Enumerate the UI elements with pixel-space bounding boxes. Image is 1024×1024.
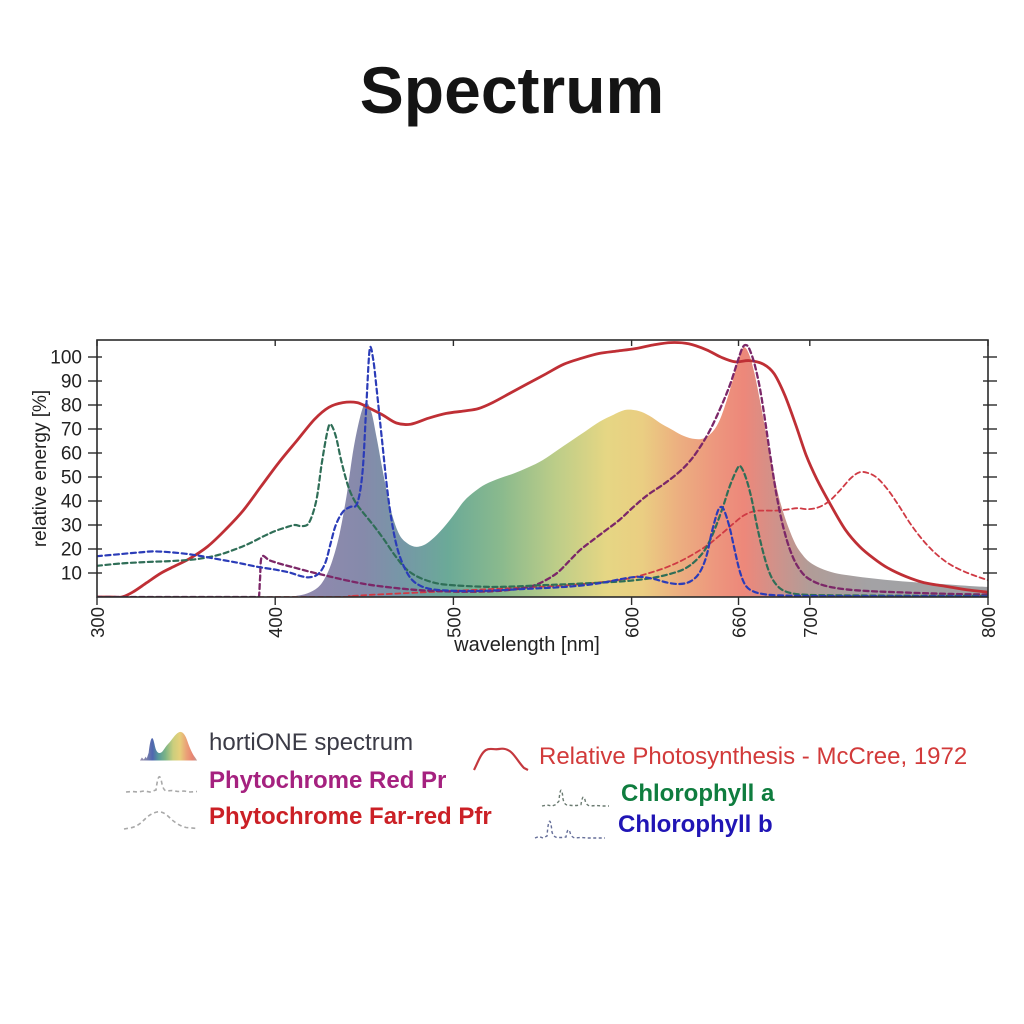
y-tick-label: 50 — [61, 468, 82, 489]
legend-label-mccree: Relative Photosynthesis - McCree, 1972 — [539, 743, 968, 770]
mccree-curve — [97, 341, 988, 597]
x-tick-label: 600 — [622, 607, 643, 638]
legend-label-phytochrome-red-pr: Phytochrome Red Pr — [209, 767, 447, 794]
legend-item-mccree: Relative Photosynthesis - McCree, 1972 — [472, 740, 967, 774]
legend-item-hortione-spectrum: hortiONE spectrum — [138, 722, 413, 764]
y-tick-label: 80 — [61, 396, 82, 417]
chlorophyll-b-curve — [97, 345, 988, 597]
y-tick-label: 30 — [61, 516, 82, 537]
plot-frame — [96, 339, 989, 598]
y-tick-label: 90 — [61, 372, 82, 393]
y-tick-label: 20 — [61, 540, 82, 561]
y-tick-label: 40 — [61, 492, 82, 513]
spectrum-chart: 10 20 30 40 50 60 70 80 90 100 300 400 500 600 660 700 8… — [30, 339, 999, 656]
x-axis-label: wavelength [nm] — [453, 634, 600, 656]
legend-item-chlorophyll-b: Chlorophyll b — [533, 808, 773, 842]
legend-label-hortione-spectrum: hortiONE spectrum — [209, 729, 414, 756]
mccree-curve-icon — [473, 747, 529, 771]
legend-label-chlorophyll-a: Chlorophyll a — [621, 780, 775, 807]
page-title: Spectrum — [359, 53, 665, 127]
legend-item-phytochrome-far-red-pfr: Phytochrome Far-red Pfr — [122, 800, 492, 834]
legend-label-chlorophyll-b: Chlorophyll b — [618, 811, 773, 838]
x-tick-label: 660 — [729, 607, 750, 638]
y-tick-label: 60 — [61, 444, 82, 465]
legend-item-chlorophyll-a: Chlorophyll a — [540, 777, 774, 811]
mini-spectrum-icon — [139, 731, 198, 761]
hortione-spectrum-area — [97, 347, 988, 597]
chlorophyll-a-curve-icon — [541, 789, 609, 807]
chlorophyll-b-curve-icon — [534, 820, 605, 839]
phytochrome-pfr-curve-icon — [123, 811, 198, 830]
x-tick-label: 700 — [800, 607, 821, 638]
x-tick-label: 400 — [265, 607, 286, 638]
x-tick-label: 300 — [87, 607, 108, 638]
x-tick-label: 500 — [443, 607, 464, 638]
y-tick-label: 10 — [61, 564, 82, 585]
y-tick-label: 100 — [50, 348, 82, 369]
legend-item-phytochrome-red-pr: Phytochrome Red Pr — [124, 764, 446, 798]
legend-label-phytochrome-far-red-pfr: Phytochrome Far-red Pfr — [209, 803, 492, 830]
phytochrome-pr-curve-icon — [125, 776, 198, 793]
phytochrome-pr-curve — [97, 343, 988, 597]
x-tick-label: 800 — [978, 607, 999, 638]
y-axis-label: relative energy [%] — [30, 390, 51, 547]
phytochrome-pfr-curve — [97, 470, 988, 597]
chlorophyll-a-curve — [97, 423, 988, 597]
y-tick-label: 70 — [61, 420, 82, 441]
